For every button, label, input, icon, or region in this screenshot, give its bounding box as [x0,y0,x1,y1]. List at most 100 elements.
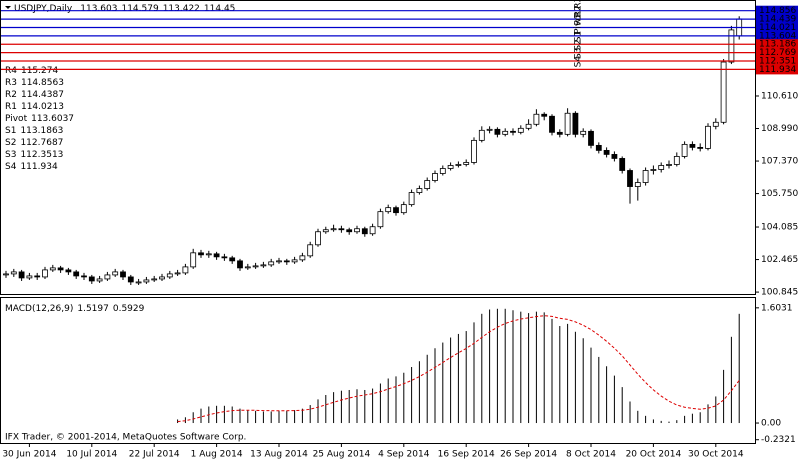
pivot-value: 114.0213 [21,102,64,112]
pivot-value: 113.6037 [31,114,74,124]
indicator-y-tick-label: 1.6031 [761,303,793,313]
x-tick-label: 20 Oct 2014 [626,450,682,460]
pivot-name: S4 [5,162,17,172]
indicator-header: MACD(12,26,9) 1.5197 0.5929 [5,304,145,314]
indicator-signal-value: 0.5929 [113,304,145,314]
symbol-header: USDJPY,Daily 113.603 114.579 113.422 114.45 [14,4,235,14]
pivot-list-item: S1 113.1863 [5,126,63,136]
candle-body [315,231,321,246]
candle-body [244,266,251,269]
candle-body [720,61,727,123]
candle-body [299,255,306,261]
candle-body [408,192,415,206]
candle-body [127,276,134,283]
pivot-tag [756,64,798,75]
pivot-list-item: R3 114.8563 [5,78,64,88]
y-tick-label: 110.610 [761,91,798,101]
candle-body [400,204,407,214]
pivot-tag-label: 114.856 [759,6,796,16]
candle-body [549,115,555,133]
candle-body [213,253,220,258]
candle-body [634,182,641,187]
candle-body [580,130,587,135]
header-high: 114.579 [121,4,158,14]
y-tick-label: 102.465 [761,255,798,265]
pivot-line-label: R2 [574,5,584,17]
candle-body [205,253,212,256]
candle-body [49,267,56,271]
candle-body [346,229,353,233]
candle-body [385,207,392,213]
candle-body [455,164,462,166]
candle-body [276,260,282,263]
candle-body [619,158,626,171]
pivot-list-item: Pivot 113.6037 [5,114,74,124]
candle-body [283,260,290,263]
candle-body [627,170,633,187]
candle-body [673,156,680,165]
pivot-value: 113.1863 [20,126,63,136]
candle-body [588,130,594,146]
candle-body [439,168,446,174]
pivot-list-item: R4 115.274 [5,66,58,76]
pivot-line-label: S1 [574,31,584,42]
candle-body [291,259,298,263]
x-tick-label: 30 Jun 2014 [2,450,56,460]
candle-body [252,265,259,268]
pivot-value: 114.8563 [21,78,64,88]
pivot-value: 111.934 [20,162,57,172]
candle-body [88,276,95,282]
candle-body [697,146,704,149]
pivot-value: 112.3513 [20,150,63,160]
candle-body [112,271,119,276]
pivot-line-label: S2 [574,39,584,50]
pivot-name: S2 [5,138,16,148]
y-tick-label: 108.990 [761,124,798,134]
candle-body [369,226,376,235]
candle-body [603,150,610,155]
candle-body [541,113,548,117]
y-tick-label: 107.370 [761,157,798,167]
y-tick-label: 105.750 [761,189,798,199]
candle-body [486,128,493,131]
pivot-tag [756,56,798,67]
candle-body [556,131,563,135]
candle-body [712,121,719,127]
candle-body [471,139,477,163]
candle-body [104,274,111,280]
x-tick-label: 26 Sep 2014 [500,450,557,460]
candle-body [198,252,204,256]
x-tick-label: 22 Jul 2014 [129,450,180,460]
pivot-list-item: S4 111.934 [5,162,58,172]
pivot-tag [756,22,798,33]
pivot-list-item: S3 112.3513 [5,150,63,160]
candle-body [135,281,142,284]
candle-body [3,273,9,276]
pivot-tag [756,30,798,41]
x-tick-label: 4 Sep 2014 [378,450,430,460]
indicator-y-tick-label: -0.2321 [761,435,796,445]
candle-body [307,244,314,257]
candle-body [463,162,470,165]
x-tick-label: 1 Aug 2014 [191,450,243,460]
candle-body [432,173,438,181]
candle-body [221,256,228,259]
candle-body [393,207,399,214]
candle-body [533,113,540,125]
pivot-tag-label: 114.021 [759,23,796,33]
x-tick-label: 8 Oct 2014 [566,450,616,460]
pivot-line-label: R3 [574,0,584,9]
pivot-tag-label: 112.769 [759,48,796,58]
candle-body [666,164,672,166]
menu-arrow [5,6,11,9]
pivot-name: R4 [5,66,17,76]
candle-body [159,276,165,280]
candle-body [416,188,423,193]
pivot-name: R1 [5,102,17,112]
pivot-value: 115.274 [21,66,58,76]
candle-body [10,271,17,275]
candle-body [268,261,275,266]
pivot-line-label: R1 [574,13,584,25]
y-tick-label: 100.845 [761,288,798,298]
